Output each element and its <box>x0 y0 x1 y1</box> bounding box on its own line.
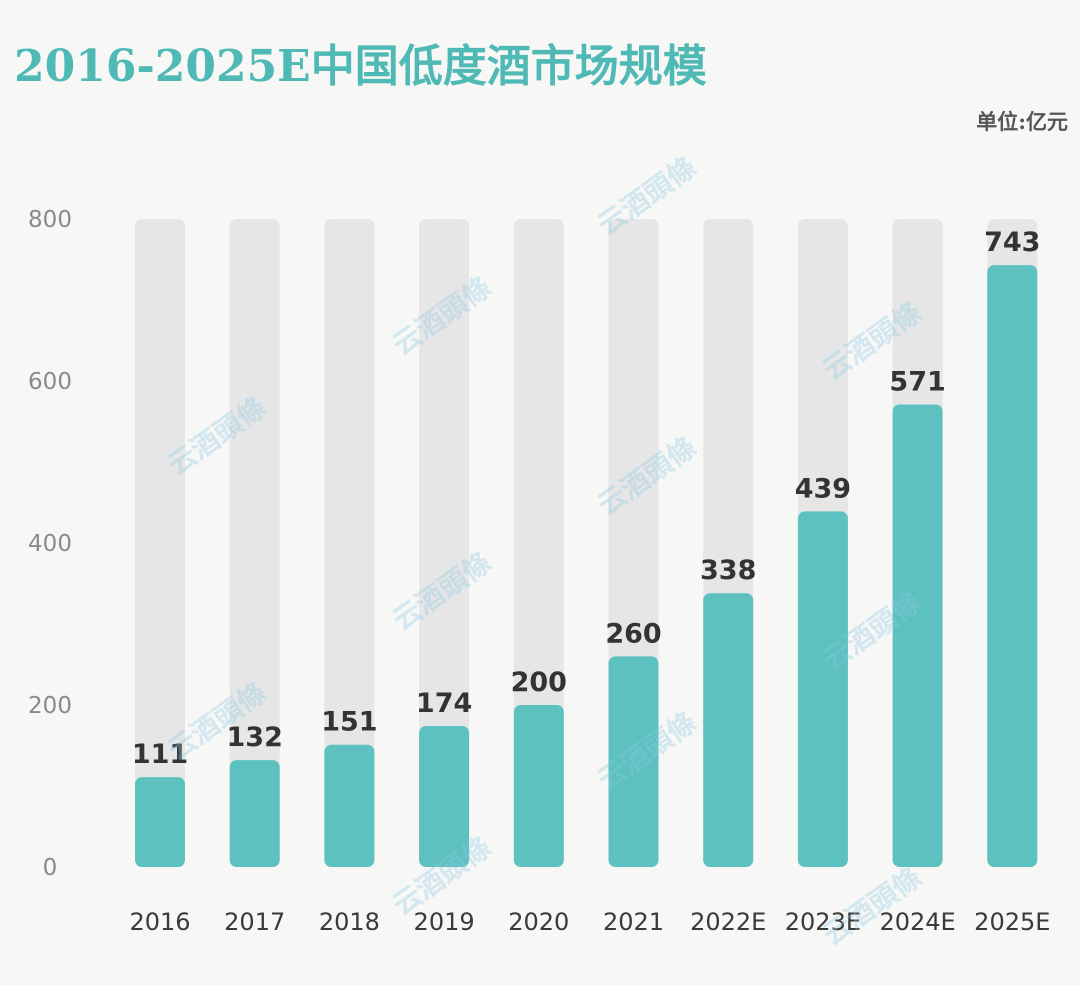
bar-value-label: 571 <box>889 366 945 397</box>
value-labels: 111 132 151 174 200 260 338 439 571 743 <box>132 227 1041 770</box>
x-tick-label: 2018 <box>319 908 380 936</box>
bar <box>324 744 375 867</box>
x-tick-label: 2023E <box>785 908 861 936</box>
bar <box>797 511 848 867</box>
bar <box>229 760 280 867</box>
x-axis-ticks: 2016 2017 2018 2019 2020 2021 2022E 2023E 2024E 2… <box>129 908 1050 936</box>
x-tick-label: 2016 <box>129 908 190 936</box>
bar-value-label: 260 <box>605 618 661 649</box>
bar <box>892 404 943 867</box>
bar-track <box>419 219 470 867</box>
bar-track <box>324 219 375 867</box>
x-tick-label: 2020 <box>508 908 569 936</box>
y-tick-label: 600 <box>28 369 72 395</box>
y-tick-label: 0 <box>43 855 58 881</box>
y-tick-label: 200 <box>28 693 72 719</box>
bars <box>135 265 1038 867</box>
bar-track <box>229 219 280 867</box>
bar-value-label: 200 <box>511 667 567 698</box>
bar <box>608 656 659 867</box>
bar-value-label: 132 <box>227 722 283 753</box>
bar <box>703 593 754 867</box>
y-tick-label: 400 <box>28 531 72 557</box>
bar-value-label: 174 <box>416 688 472 719</box>
x-tick-label: 2024E <box>879 908 955 936</box>
bar <box>513 705 564 867</box>
bar-value-label: 151 <box>321 707 377 738</box>
bar <box>987 265 1038 867</box>
chart-title: 2016-2025E中国低度酒市场规模 <box>14 41 707 92</box>
x-tick-label: 2019 <box>414 908 475 936</box>
x-tick-label: 2017 <box>224 908 285 936</box>
y-axis-ticks: 0 200 400 600 800 <box>28 207 72 881</box>
unit-label: 单位:亿元 <box>976 109 1068 134</box>
bar-track <box>135 219 185 867</box>
bar <box>135 777 185 867</box>
bar <box>419 726 470 867</box>
bar-value-label: 338 <box>700 555 756 586</box>
bar-value-label: 439 <box>795 473 851 504</box>
y-tick-label: 800 <box>28 207 72 233</box>
bar-value-label: 743 <box>984 227 1040 258</box>
bar-value-label: 111 <box>132 739 188 770</box>
x-tick-label: 2022E <box>690 908 766 936</box>
x-tick-label: 2025E <box>974 908 1050 936</box>
x-tick-label: 2021 <box>603 908 664 936</box>
